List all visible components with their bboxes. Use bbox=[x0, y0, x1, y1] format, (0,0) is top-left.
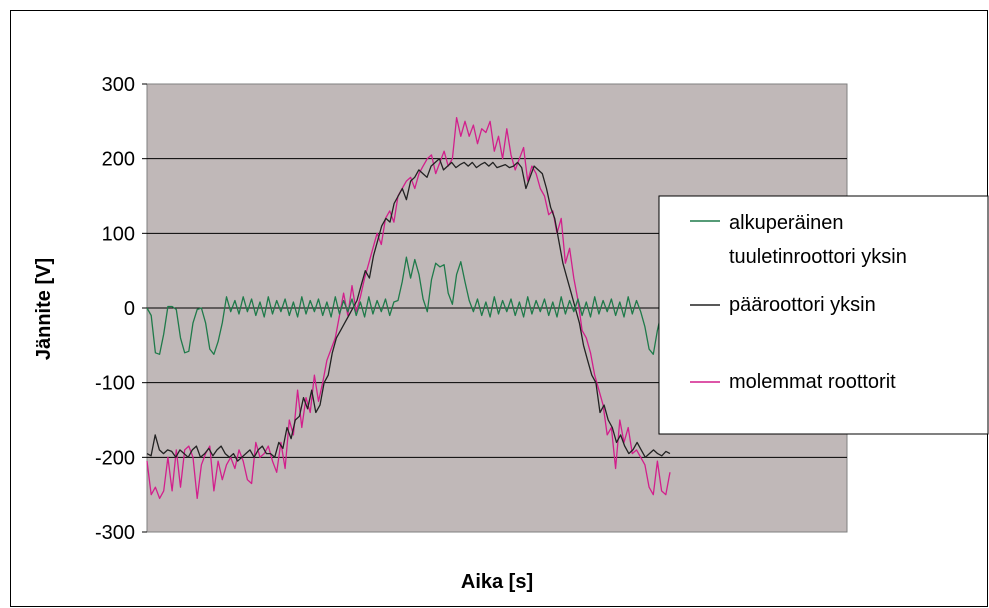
y-tick-label: 0 bbox=[124, 298, 135, 320]
y-axis-title: Jännite [V] bbox=[33, 258, 55, 360]
series-lines bbox=[146, 116, 671, 500]
series-line-2 bbox=[146, 158, 671, 462]
y-tick-label: 100 bbox=[102, 223, 135, 245]
series-line-3 bbox=[146, 116, 671, 500]
y-tick-labels: 300 200 100 0 -100 -200 -300 bbox=[95, 74, 135, 544]
legend: alkuperäinen tuuletinroottori yksin pääroo… bbox=[658, 195, 989, 435]
y-tick-label: -300 bbox=[95, 522, 135, 544]
legend-label-1: tuuletinroottori yksin bbox=[729, 246, 907, 268]
legend-label-1: alkuperäinen bbox=[729, 212, 844, 234]
y-tick-label: -200 bbox=[95, 447, 135, 469]
y-tick-label: -100 bbox=[95, 373, 135, 395]
legend-label-3: molemmat roottorit bbox=[729, 371, 896, 393]
y-tick-label: 200 bbox=[102, 149, 135, 171]
legend-label-2: pääroottori yksin bbox=[729, 294, 876, 316]
series-line-1 bbox=[146, 256, 671, 355]
legend-box bbox=[658, 195, 989, 435]
y-tick-label: 300 bbox=[102, 74, 135, 96]
x-axis-title: Aika [s] bbox=[461, 571, 533, 593]
